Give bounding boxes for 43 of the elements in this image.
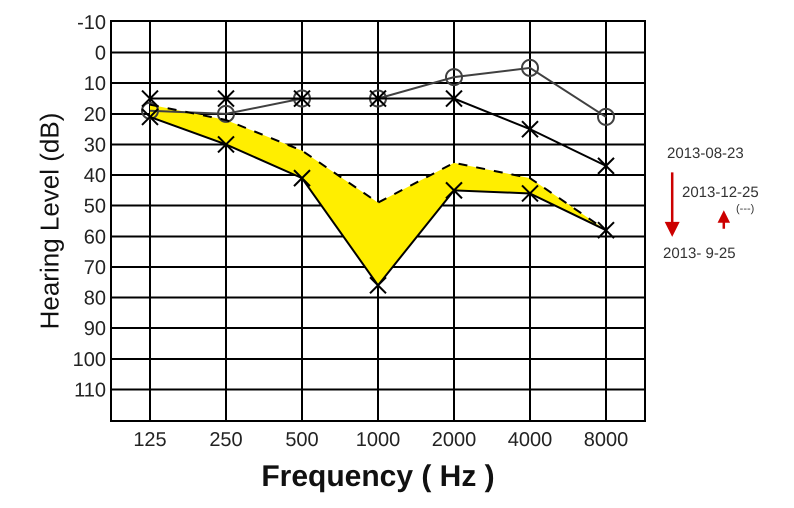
y-tick-label: -10 xyxy=(77,12,106,34)
text: 2013-12-25 xyxy=(682,184,759,201)
x-tick-label: 1000 xyxy=(356,429,400,451)
y-tick-label: 70 xyxy=(84,256,106,279)
x-tick-label: 250 xyxy=(209,429,243,451)
y-tick-label: 90 xyxy=(84,318,106,340)
x-tick-label: 8000 xyxy=(584,429,628,451)
y-tick-label: 40 xyxy=(84,165,106,188)
x-axis-title: Frequency ( Hz ) xyxy=(261,460,495,493)
y-tick-label: 80 xyxy=(84,288,106,310)
x-tick-label: 125 xyxy=(133,429,167,451)
y-tick-label: 0 xyxy=(94,42,106,65)
text: 2013-08-23 xyxy=(667,145,744,162)
y-tick-label: 30 xyxy=(84,134,106,156)
point xyxy=(141,102,159,120)
point xyxy=(217,135,235,154)
x-tick-label: 500 xyxy=(285,429,319,451)
point xyxy=(217,90,235,108)
point xyxy=(597,221,615,240)
x-tick-label: 4000 xyxy=(508,429,552,451)
point xyxy=(521,58,539,77)
y-tick-label: 110 xyxy=(74,379,106,402)
point xyxy=(141,90,159,108)
y-tick-label: 60 xyxy=(84,226,106,248)
point xyxy=(597,108,615,126)
text: 2013- 9-25 xyxy=(663,245,736,262)
point xyxy=(217,104,235,123)
point xyxy=(445,68,463,86)
point xyxy=(293,169,311,188)
point xyxy=(521,120,539,138)
point xyxy=(445,181,463,200)
point xyxy=(141,108,159,126)
y-axis-title: Hearing Level (dB) xyxy=(34,112,65,330)
point xyxy=(521,184,539,202)
point xyxy=(369,276,387,294)
y-tick-label: 20 xyxy=(84,104,106,126)
y-tick-label: 10 xyxy=(84,73,106,96)
point xyxy=(445,90,463,108)
y-tick-label: 50 xyxy=(84,196,106,218)
x-tick-label: 2000 xyxy=(432,429,476,451)
point xyxy=(597,156,615,175)
y-tick-label: 100 xyxy=(72,348,106,371)
text: (---) xyxy=(736,203,754,215)
